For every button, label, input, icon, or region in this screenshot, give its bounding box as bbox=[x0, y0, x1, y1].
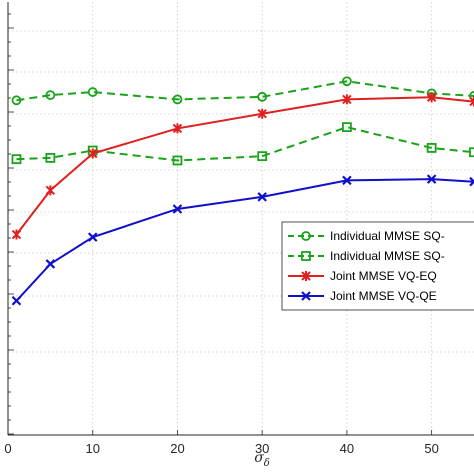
x-marker bbox=[257, 192, 267, 202]
series-4 bbox=[11, 174, 474, 306]
x-marker bbox=[301, 291, 311, 301]
x-tick-label: 20 bbox=[170, 441, 184, 456]
x-marker bbox=[469, 176, 474, 187]
square-marker bbox=[172, 155, 183, 166]
x-marker bbox=[87, 232, 98, 242]
asterisk-marker bbox=[257, 108, 267, 119]
tick-labels: 0 10 20 30 40 50 bbox=[4, 441, 438, 456]
x-tick-label: 0 bbox=[4, 441, 11, 456]
square-marker bbox=[469, 147, 474, 158]
legend-label: Individual MMSE SQ- bbox=[330, 229, 445, 243]
circle-marker bbox=[301, 231, 311, 241]
circle-marker bbox=[469, 91, 474, 101]
square-marker bbox=[45, 152, 56, 163]
series-1 bbox=[11, 76, 474, 106]
x-tick-label: 10 bbox=[85, 441, 99, 456]
legend-label: Individual MMSE SQ- bbox=[330, 249, 445, 263]
circle-marker bbox=[87, 87, 98, 97]
asterisk-marker bbox=[301, 271, 311, 281]
square-marker bbox=[426, 143, 437, 153]
x-marker bbox=[172, 204, 183, 214]
series-2 bbox=[11, 122, 474, 166]
x-marker bbox=[426, 174, 437, 184]
x-tick-label: 50 bbox=[424, 441, 438, 456]
circle-marker bbox=[11, 95, 22, 106]
circle-marker bbox=[172, 94, 183, 105]
legend: Individual MMSE SQ- Individual MMSE SQ- Jo… bbox=[281, 221, 474, 311]
axes bbox=[7, 2, 474, 436]
asterisk-marker bbox=[342, 94, 352, 105]
square-marker bbox=[301, 251, 311, 261]
x-marker bbox=[342, 175, 352, 186]
legend-label: Joint MMSE VQ-EQ bbox=[330, 269, 437, 283]
square-marker bbox=[11, 154, 22, 165]
square-marker bbox=[342, 122, 352, 133]
square-marker bbox=[257, 151, 268, 162]
asterisk-marker bbox=[45, 185, 56, 196]
asterisk-marker bbox=[172, 123, 183, 134]
asterisk-marker bbox=[469, 96, 474, 107]
x-axis-label-main: σ bbox=[254, 450, 264, 466]
circle-marker bbox=[257, 91, 268, 102]
x-axis-label: σδ bbox=[254, 450, 270, 469]
series-3 bbox=[11, 92, 474, 240]
series-line bbox=[16, 126, 474, 162]
asterisk-marker bbox=[426, 92, 437, 103]
series-line bbox=[15, 96, 474, 236]
asterisk-marker bbox=[11, 229, 22, 240]
series-line bbox=[15, 178, 474, 302]
circle-marker bbox=[45, 90, 56, 100]
x-tick-label: 40 bbox=[340, 441, 354, 456]
series-line bbox=[16, 80, 474, 102]
x-axis-label-subscript: δ bbox=[264, 458, 270, 469]
x-marker bbox=[11, 295, 22, 306]
asterisk-marker bbox=[88, 148, 98, 159]
x-marker bbox=[45, 259, 56, 269]
circle-marker bbox=[342, 76, 352, 87]
x-tick-label: 30 bbox=[255, 441, 269, 456]
data-series bbox=[11, 76, 474, 306]
legend-label: Joint MMSE VQ-QE bbox=[330, 289, 437, 303]
